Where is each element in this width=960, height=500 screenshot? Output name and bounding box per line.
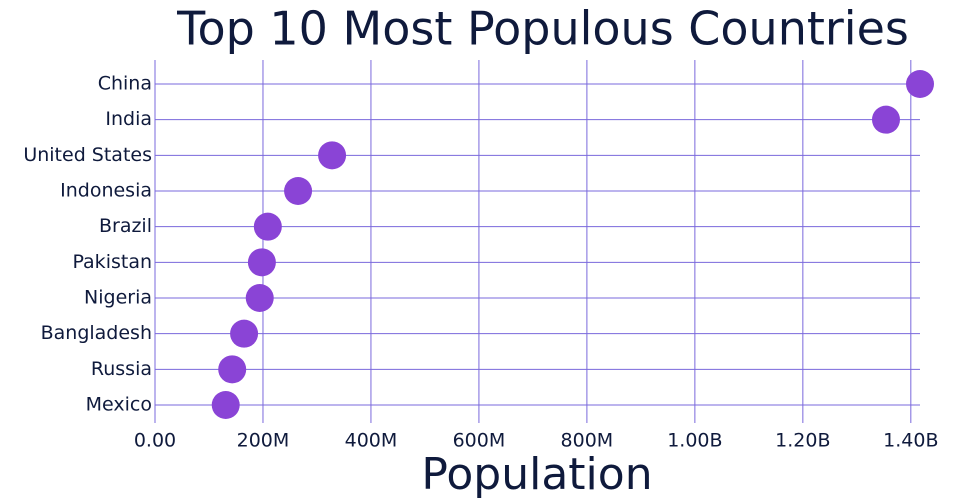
dot (247, 248, 276, 277)
x-tick-label: 1.40B (883, 430, 938, 452)
y-tick-label: Indonesia (60, 180, 152, 202)
y-tick-label: India (105, 108, 152, 130)
dot (218, 355, 247, 384)
x-axis-title: Population (421, 449, 652, 500)
x-tick-label: 200M (237, 430, 290, 452)
y-tick-label: Mexico (86, 394, 152, 416)
dot (211, 391, 240, 419)
y-tick-label: Russia (91, 358, 152, 380)
x-tick-label: 400M (345, 430, 398, 452)
chart-title: Top 10 Most Populous Countries (176, 2, 909, 56)
y-tick-label: Bangladesh (41, 322, 152, 344)
y-tick-label: Nigeria (84, 287, 152, 309)
dot (253, 212, 282, 241)
x-tick-label: 1.20B (775, 430, 830, 452)
y-tick-label: Pakistan (72, 251, 152, 273)
x-tick-label: 600M (453, 430, 506, 452)
dot (318, 141, 347, 170)
y-tick-label: China (98, 73, 152, 95)
y-tick-label: United States (23, 144, 152, 166)
y-tick-label: Brazil (99, 215, 152, 237)
x-tick-label: 800M (561, 430, 614, 452)
dot (245, 284, 274, 312)
x-tick-label: 0.00 (134, 430, 176, 452)
dot (871, 105, 900, 134)
dot (284, 177, 313, 205)
dot (906, 70, 934, 98)
x-tick-label: 1.00B (667, 430, 722, 452)
dot (230, 319, 259, 348)
